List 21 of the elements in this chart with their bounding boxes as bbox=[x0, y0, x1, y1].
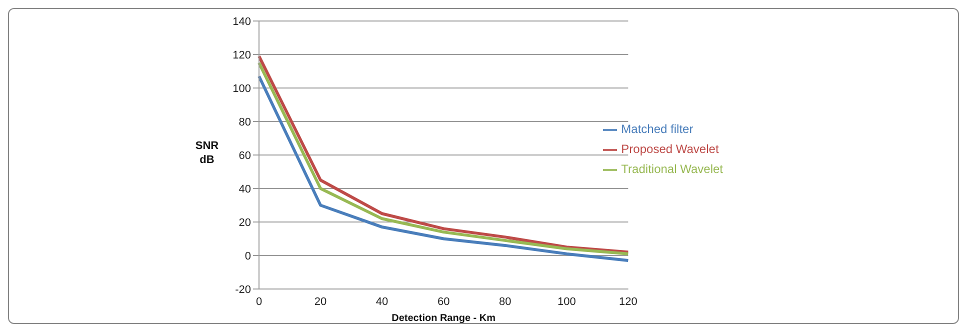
x-tick-label: 0 bbox=[256, 296, 262, 308]
y-tick-label: 100 bbox=[232, 82, 251, 95]
x-tick-label: 20 bbox=[314, 296, 327, 308]
legend-label: Matched filter bbox=[621, 122, 694, 136]
legend-label: Traditional Wavelet bbox=[621, 162, 723, 176]
y-tick-label: 80 bbox=[238, 116, 251, 128]
x-tick-label: 120 bbox=[618, 296, 638, 308]
x-tick-label: 100 bbox=[557, 296, 576, 308]
y-axis-title: SNR dB bbox=[195, 140, 219, 166]
y-tick-label: 40 bbox=[238, 183, 251, 196]
y-tick-label: -20 bbox=[235, 284, 251, 296]
y-tick-label: 120 bbox=[232, 49, 251, 62]
y-tick-label: 60 bbox=[238, 150, 251, 162]
x-tick-label: 60 bbox=[437, 296, 450, 308]
x-tick-label: 40 bbox=[376, 296, 388, 308]
y-tick-label: 0 bbox=[244, 250, 251, 262]
x-axis-title: Detection Range - Km bbox=[392, 313, 496, 324]
y-tick-label: 20 bbox=[238, 216, 251, 229]
x-tick-label: 80 bbox=[498, 296, 512, 308]
y-tick-label: 140 bbox=[232, 16, 251, 28]
legend-label: Proposed Wavelet bbox=[621, 142, 719, 156]
